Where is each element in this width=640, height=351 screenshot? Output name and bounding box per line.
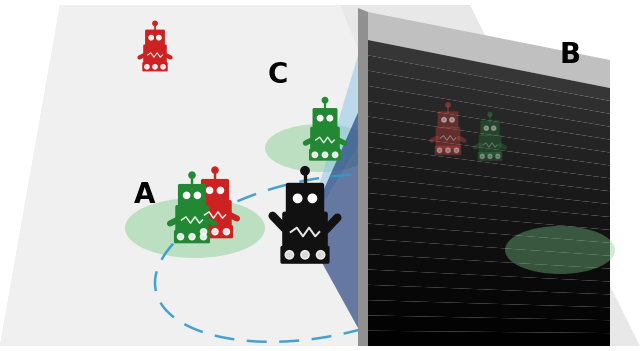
Polygon shape xyxy=(368,285,610,307)
Circle shape xyxy=(161,65,165,69)
Polygon shape xyxy=(368,101,610,152)
FancyBboxPatch shape xyxy=(479,135,501,155)
Circle shape xyxy=(200,234,207,240)
Circle shape xyxy=(207,187,212,193)
FancyBboxPatch shape xyxy=(310,127,340,153)
Polygon shape xyxy=(368,300,610,320)
FancyBboxPatch shape xyxy=(197,225,233,238)
Polygon shape xyxy=(368,270,610,294)
Circle shape xyxy=(488,112,492,117)
Ellipse shape xyxy=(265,124,375,172)
Polygon shape xyxy=(368,163,610,204)
FancyBboxPatch shape xyxy=(312,108,337,128)
Circle shape xyxy=(496,154,500,159)
Circle shape xyxy=(223,229,230,235)
FancyBboxPatch shape xyxy=(143,45,167,66)
FancyBboxPatch shape xyxy=(309,149,341,161)
Circle shape xyxy=(184,192,189,198)
Circle shape xyxy=(145,65,149,69)
Circle shape xyxy=(301,251,309,259)
Polygon shape xyxy=(368,193,610,230)
Polygon shape xyxy=(368,147,610,191)
Circle shape xyxy=(212,167,218,173)
Polygon shape xyxy=(358,8,368,346)
Circle shape xyxy=(195,192,200,198)
Circle shape xyxy=(317,115,323,121)
FancyBboxPatch shape xyxy=(201,179,229,202)
FancyBboxPatch shape xyxy=(477,152,502,161)
FancyBboxPatch shape xyxy=(198,200,232,230)
Polygon shape xyxy=(0,5,400,346)
Circle shape xyxy=(312,152,317,158)
Polygon shape xyxy=(368,239,610,269)
FancyBboxPatch shape xyxy=(436,127,460,149)
Polygon shape xyxy=(368,254,610,282)
FancyBboxPatch shape xyxy=(142,62,168,72)
Circle shape xyxy=(218,187,223,193)
Polygon shape xyxy=(305,22,368,232)
Text: A: A xyxy=(134,181,156,209)
Circle shape xyxy=(212,229,218,235)
FancyBboxPatch shape xyxy=(481,120,500,136)
Circle shape xyxy=(189,234,195,240)
Polygon shape xyxy=(0,5,640,346)
Circle shape xyxy=(332,152,338,158)
Polygon shape xyxy=(368,208,610,243)
FancyBboxPatch shape xyxy=(178,184,206,207)
Circle shape xyxy=(323,98,328,103)
Polygon shape xyxy=(368,86,610,140)
Circle shape xyxy=(454,148,459,153)
Circle shape xyxy=(301,167,309,175)
Circle shape xyxy=(488,154,492,159)
Polygon shape xyxy=(368,71,610,127)
Polygon shape xyxy=(368,12,610,88)
Circle shape xyxy=(437,148,442,153)
Circle shape xyxy=(177,234,184,240)
Circle shape xyxy=(445,102,451,107)
Circle shape xyxy=(450,118,454,122)
Text: C: C xyxy=(268,61,288,89)
Circle shape xyxy=(149,35,154,40)
FancyBboxPatch shape xyxy=(286,183,324,214)
Circle shape xyxy=(316,251,325,259)
Circle shape xyxy=(153,65,157,69)
Circle shape xyxy=(445,148,451,153)
Circle shape xyxy=(323,152,328,158)
Circle shape xyxy=(484,126,488,130)
FancyBboxPatch shape xyxy=(145,29,165,46)
Ellipse shape xyxy=(125,198,265,258)
Polygon shape xyxy=(305,90,368,346)
Circle shape xyxy=(285,251,294,259)
FancyBboxPatch shape xyxy=(174,230,210,243)
Ellipse shape xyxy=(505,226,615,274)
Polygon shape xyxy=(368,316,610,333)
Circle shape xyxy=(293,194,302,203)
Polygon shape xyxy=(368,55,610,114)
FancyBboxPatch shape xyxy=(282,212,328,252)
Circle shape xyxy=(200,229,207,235)
Polygon shape xyxy=(368,331,610,346)
Circle shape xyxy=(308,194,317,203)
Text: B: B xyxy=(559,41,580,69)
Polygon shape xyxy=(368,224,610,256)
Polygon shape xyxy=(368,117,610,165)
Circle shape xyxy=(157,35,161,40)
Polygon shape xyxy=(368,40,610,101)
FancyBboxPatch shape xyxy=(280,246,330,264)
FancyBboxPatch shape xyxy=(435,145,461,155)
Polygon shape xyxy=(368,178,610,217)
FancyBboxPatch shape xyxy=(438,111,458,128)
Circle shape xyxy=(480,154,484,159)
Circle shape xyxy=(189,172,195,178)
Circle shape xyxy=(327,115,333,121)
Circle shape xyxy=(442,118,446,122)
Circle shape xyxy=(153,21,157,26)
Circle shape xyxy=(492,126,496,130)
Polygon shape xyxy=(368,132,610,178)
FancyBboxPatch shape xyxy=(175,205,209,235)
